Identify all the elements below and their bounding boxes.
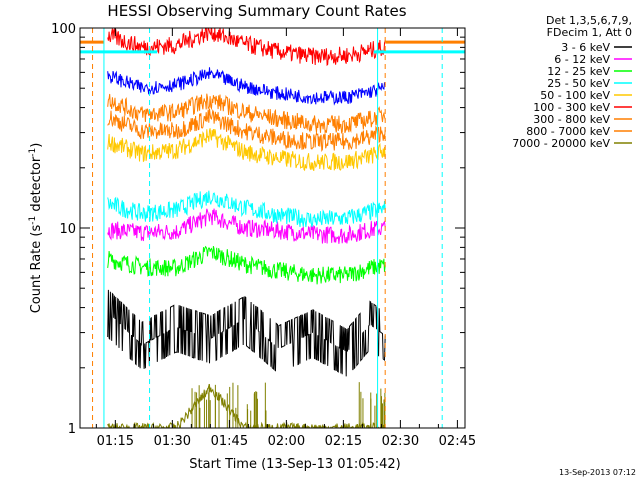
- y-axis-label-close: ): [29, 143, 44, 148]
- x-tick-label: 02:15: [325, 434, 362, 449]
- legend-label: 25 - 50 keV: [547, 77, 610, 90]
- legend-header: Det 1,3,5,6,7,9,: [546, 14, 632, 27]
- x-tick-label: 02:45: [439, 434, 476, 449]
- y-tick-label: 10: [59, 222, 76, 237]
- legend-label: 6 - 12 keV: [554, 53, 610, 66]
- x-axis-label: Start Time (13-Sep-13 01:05:42): [189, 457, 400, 472]
- x-tick-label: 02:00: [268, 434, 305, 449]
- legend-label: 50 - 100 keV: [540, 89, 610, 102]
- y-axis: 1 10 100: [51, 22, 465, 437]
- series-800-7000-kev: [107, 108, 386, 153]
- series-blue-band: [107, 67, 386, 106]
- y-axis-label-sup2: -1: [28, 148, 38, 157]
- legend: Det 1,3,5,6,7,9,FDecim 1, Att 0 3 - 6 keV…: [512, 14, 632, 150]
- x-tick-label: 02:30: [382, 434, 419, 449]
- legend-label: 7000 - 20000 keV: [512, 137, 610, 150]
- series-3-6-kev: [107, 289, 386, 377]
- y-axis-label: Count Rate (s-1 detector-1): [28, 143, 44, 314]
- y-axis-label-sup1: -1: [28, 216, 38, 225]
- y-tick-label: 100: [51, 22, 76, 37]
- series-300-800-kev: [107, 93, 386, 135]
- chart-title: HESSI Observing Summary Count Rates: [107, 2, 406, 20]
- x-tick-label: 01:30: [154, 434, 191, 449]
- series-100-300-kev: [107, 28, 386, 67]
- legend-label: 3 - 6 keV: [561, 41, 610, 54]
- legend-header: FDecim 1, Att 0: [547, 26, 632, 39]
- series-25-50-kev: [107, 190, 386, 228]
- series-6-12-kev: [107, 208, 386, 244]
- y-axis-label-part1: Count Rate (s: [29, 225, 44, 314]
- legend-label: 800 - 7000 keV: [526, 125, 610, 138]
- legend-label: 12 - 25 keV: [547, 65, 610, 78]
- x-axis: 01:15 01:30 01:45 02:00 02:15 02:30 02:45: [95, 28, 476, 449]
- series-layer: [80, 28, 465, 428]
- series-50-100-kev: [107, 128, 386, 172]
- x-tick-label: 01:45: [211, 434, 248, 449]
- timestamp: 13-Sep-2013 07:12: [559, 468, 636, 477]
- plot-area: [80, 28, 465, 428]
- y-axis-label-part2: detector: [29, 156, 44, 216]
- y-tick-label: 1: [68, 422, 76, 437]
- series-12-25-kev: [107, 245, 386, 285]
- x-tick-label: 01:15: [97, 434, 134, 449]
- legend-label: 300 - 800 keV: [533, 113, 610, 126]
- legend-label: 100 - 300 keV: [533, 101, 610, 114]
